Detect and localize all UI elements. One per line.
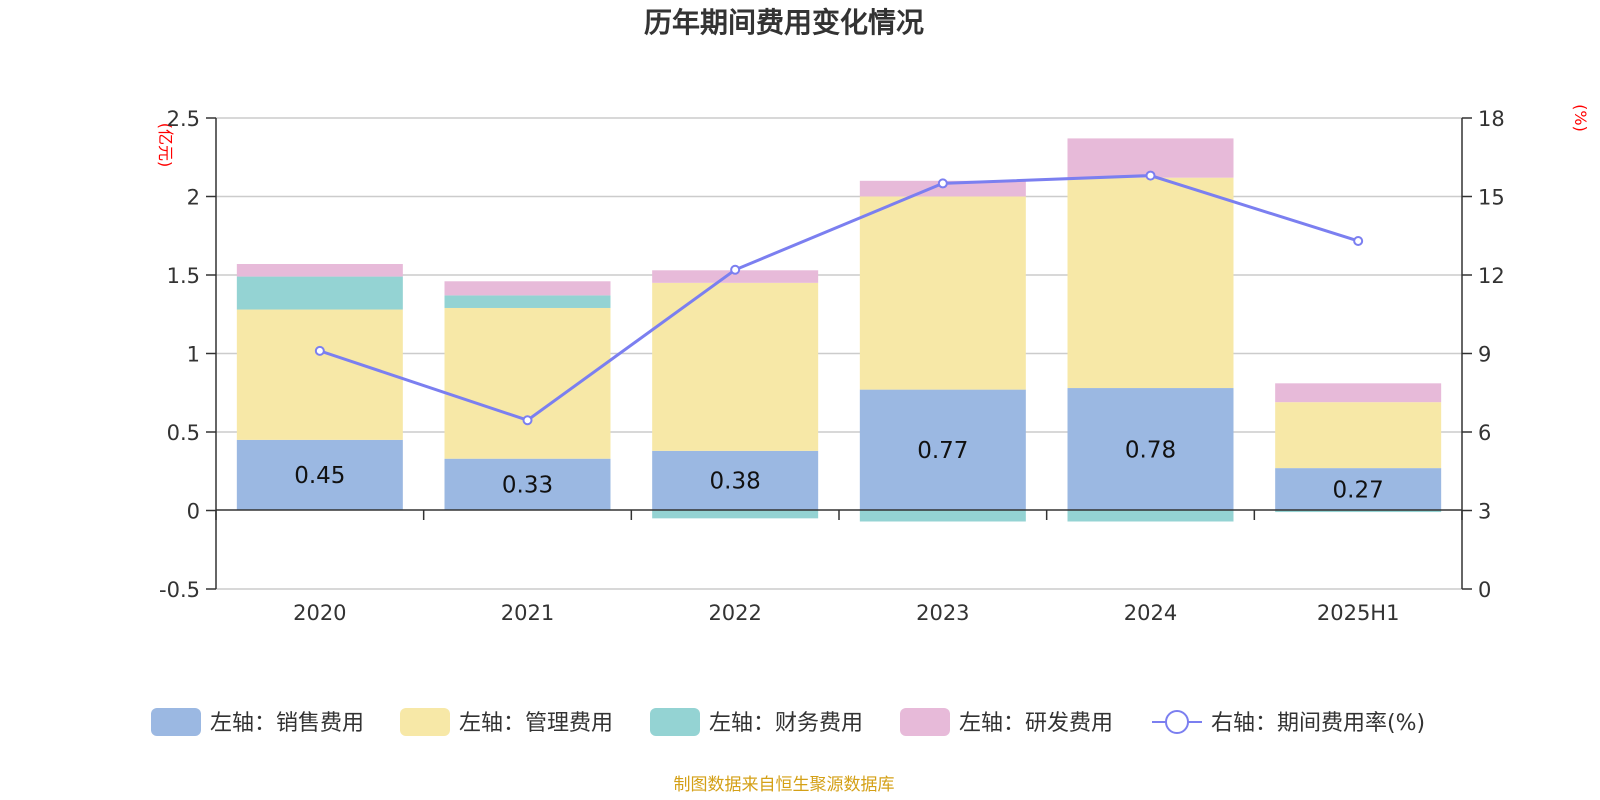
- rate-point: [1353, 235, 1364, 246]
- bar-labels: 0.45 0.33 0.38 0.77 0.78 0.27: [294, 437, 1384, 503]
- legend-label: 左轴：销售费用: [210, 711, 364, 736]
- left-tick-label: 1: [187, 343, 200, 367]
- legend-swatch: [650, 708, 700, 736]
- left-tick-label: 0.5: [167, 421, 200, 445]
- left-tick-label: 0: [187, 500, 200, 524]
- grid-lines: [216, 117, 1462, 590]
- legend-label: 左轴：管理费用: [459, 711, 613, 736]
- bar-segment-2: [236, 309, 403, 440]
- data-label: 0.45: [294, 463, 345, 489]
- bar-segment-3: [236, 276, 403, 310]
- bar-segment-3: [859, 510, 1026, 522]
- legend-swatch: [900, 708, 950, 736]
- right-tick-label: 18: [1478, 107, 1505, 131]
- bars: [236, 138, 1442, 522]
- bar-segment-3: [652, 510, 819, 519]
- bar-segment-2: [859, 196, 1026, 390]
- x-tick-label: 2022: [708, 601, 761, 625]
- bar-segment-1: [236, 439, 403, 511]
- legend-line-marker: [1165, 710, 1189, 734]
- data-label: 0.38: [710, 469, 761, 495]
- right-tick-label: 12: [1478, 264, 1505, 288]
- bar-segment-4: [859, 180, 1026, 197]
- bar-segment-4: [236, 264, 403, 277]
- bar-segment-2: [444, 307, 611, 459]
- bar-segment-1: [1067, 388, 1234, 511]
- right-tick-label: 6: [1478, 421, 1491, 445]
- bar-segment-3: [1275, 510, 1442, 513]
- rate-line-path: [319, 174, 1359, 422]
- bar-segment-4: [444, 281, 611, 296]
- bar-segment-3: [444, 295, 611, 308]
- bar-segment-3: [1067, 510, 1234, 522]
- rate-point: [730, 264, 741, 275]
- data-label: 0.78: [1125, 437, 1176, 463]
- legend-label: 左轴：财务费用: [709, 711, 863, 736]
- rate-point: [937, 178, 948, 189]
- right-tick-label: 0: [1478, 578, 1491, 602]
- bar-segment-1: [859, 389, 1026, 511]
- right-tick-label: 9: [1478, 343, 1491, 367]
- legend-swatch: [400, 708, 450, 736]
- axes: 2.5 2 1.5 1 0.5 0 -0.5 18 15 12 9 6 3 0 2020 2021 2022 20…: [159, 107, 1505, 625]
- bar-segment-1: [444, 458, 611, 511]
- x-tick-label: 2020: [293, 601, 346, 625]
- bar-segment-1: [1275, 468, 1442, 511]
- right-tick-label: 15: [1478, 186, 1505, 210]
- legend-label: 左轴：研发费用: [959, 711, 1113, 736]
- x-tick-label: 2024: [1124, 601, 1177, 625]
- data-label: 0.77: [917, 438, 968, 464]
- x-tick-label: 2025H1: [1317, 601, 1400, 625]
- rate-line: [314, 170, 1364, 426]
- x-tick-label: 2021: [501, 601, 554, 625]
- left-tick-label: 2: [187, 186, 200, 210]
- bar-segment-4: [652, 270, 819, 283]
- bar-segment-2: [1275, 402, 1442, 469]
- data-label: 0.27: [1333, 477, 1384, 503]
- rate-point: [522, 415, 533, 426]
- bar-segment-1: [652, 450, 819, 511]
- left-tick-label: 1.5: [167, 264, 200, 288]
- bar-segment-2: [652, 282, 819, 451]
- chart-title: 历年期间费用变化情况: [644, 6, 924, 39]
- left-tick-label: 2.5: [167, 107, 200, 131]
- right-tick-label: 3: [1478, 500, 1491, 524]
- left-axis-unit: (亿元): [156, 123, 175, 168]
- x-tick-label: 2023: [916, 601, 969, 625]
- legend-swatch: [151, 708, 201, 736]
- data-label: 0.33: [502, 473, 553, 499]
- left-tick-label: -0.5: [159, 578, 200, 602]
- legend-label: 右轴：期间费用率(%): [1211, 711, 1425, 736]
- rate-point: [1145, 170, 1156, 181]
- rate-point: [314, 345, 325, 356]
- right-axis-unit: (%): [1571, 104, 1590, 132]
- source-note: 制图数据来自恒生聚源数据库: [674, 775, 895, 795]
- bar-segment-4: [1275, 383, 1442, 403]
- bar-segment-2: [1067, 177, 1234, 389]
- legend: 左轴：销售费用 左轴：管理费用 左轴：财务费用 左轴：研发费用 右轴：期间费用率(%): [151, 708, 1425, 736]
